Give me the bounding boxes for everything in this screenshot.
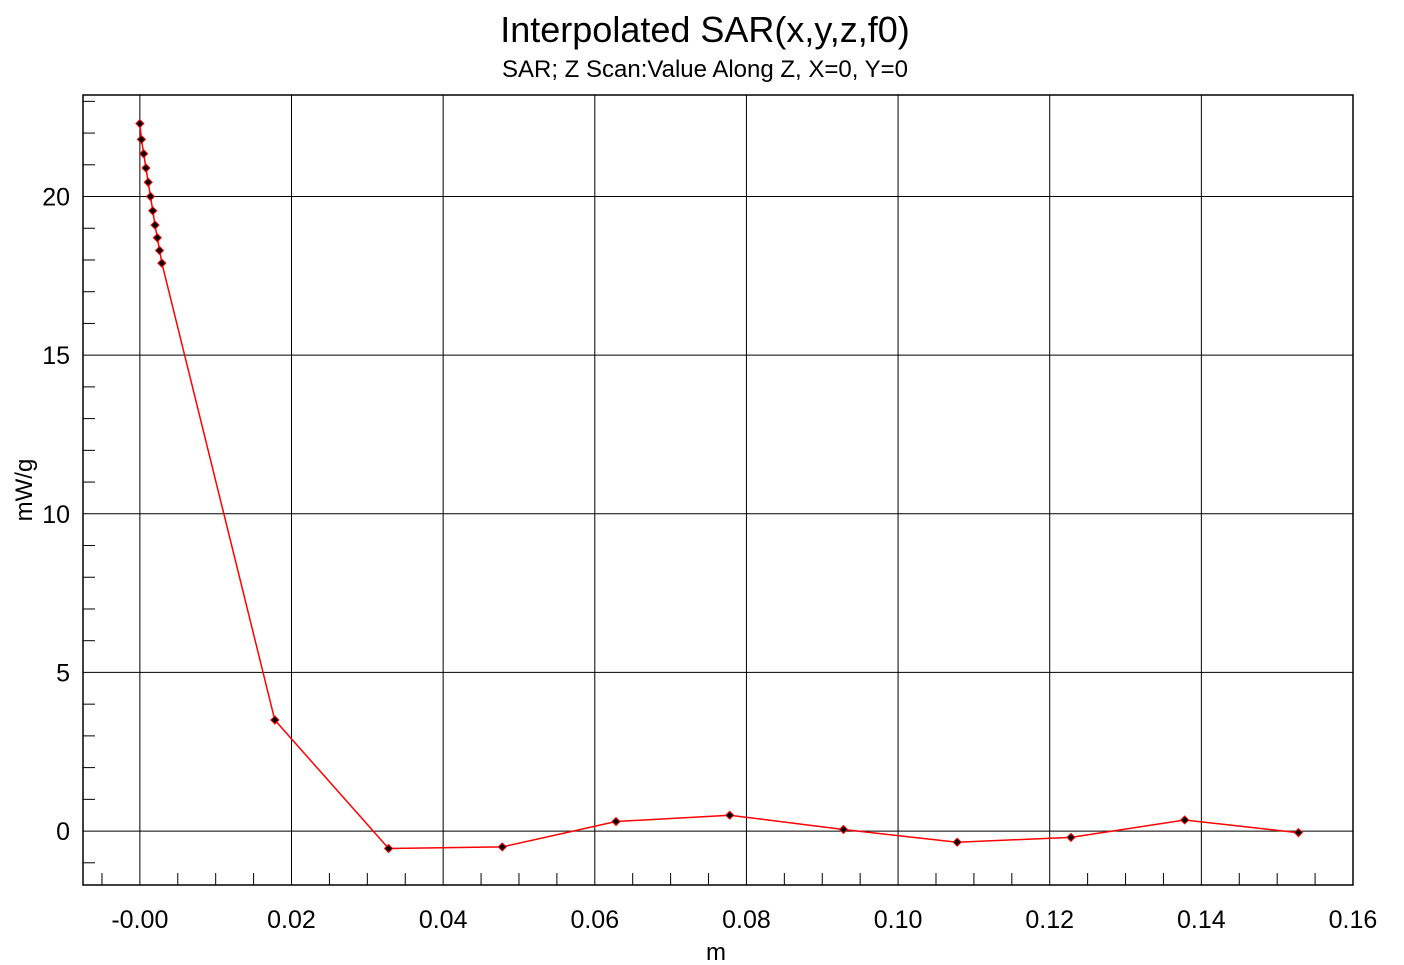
y-tick-label: 5 — [56, 659, 70, 687]
x-tick-label: 0.02 — [267, 906, 316, 934]
y-tick-label: 20 — [42, 184, 70, 212]
x-tick-label: 0.06 — [570, 906, 619, 934]
data-point — [611, 816, 621, 827]
x-tick-label: 0.14 — [1177, 906, 1226, 934]
x-tick-label: 0.16 — [1329, 906, 1378, 934]
y-axis-label: mW/g — [11, 459, 38, 522]
x-tick-label: 0.08 — [722, 906, 771, 934]
data-point — [138, 148, 149, 159]
data-point — [141, 163, 151, 173]
data-point — [270, 715, 280, 725]
data-point — [1066, 832, 1076, 843]
tick-labels: -0.00 0.02 0.04 0.06 0.08 0.10 0.12 0.14 0.16 0 5 1… — [42, 184, 1377, 934]
x-tick-label: 0.04 — [419, 906, 468, 934]
x-axis-label: m — [706, 939, 726, 965]
data-series-markers — [135, 118, 1304, 854]
axis-ticks — [83, 100, 1316, 885]
y-tick-label: 15 — [42, 342, 70, 370]
data-point — [1293, 827, 1304, 838]
data-point — [1179, 815, 1190, 825]
data-point — [154, 245, 165, 256]
x-tick-label: 0.10 — [874, 906, 923, 934]
data-point — [952, 837, 962, 847]
data-point — [157, 258, 167, 268]
y-tick-label: 0 — [56, 818, 70, 846]
y-tick-label: 10 — [42, 501, 70, 529]
chart-subtitle: SAR; Z Scan:Value Along Z, X=0, Y=0 — [502, 56, 908, 83]
data-point — [725, 810, 735, 820]
data-point — [150, 220, 160, 230]
data-point — [148, 206, 158, 216]
data-point — [143, 177, 153, 187]
data-point — [838, 824, 849, 835]
data-point — [152, 233, 163, 243]
x-tick-label: 0.12 — [1025, 906, 1074, 934]
data-point — [136, 134, 147, 145]
data-point — [135, 118, 145, 129]
data-point — [145, 191, 156, 202]
x-tick-label: -0.00 — [111, 906, 168, 934]
plot-area-border — [82, 94, 1354, 886]
data-point — [383, 843, 394, 854]
data-point — [497, 842, 507, 852]
chart-title: Interpolated SAR(x,y,z,f0) — [500, 9, 910, 50]
grid-lines — [83, 95, 1353, 885]
